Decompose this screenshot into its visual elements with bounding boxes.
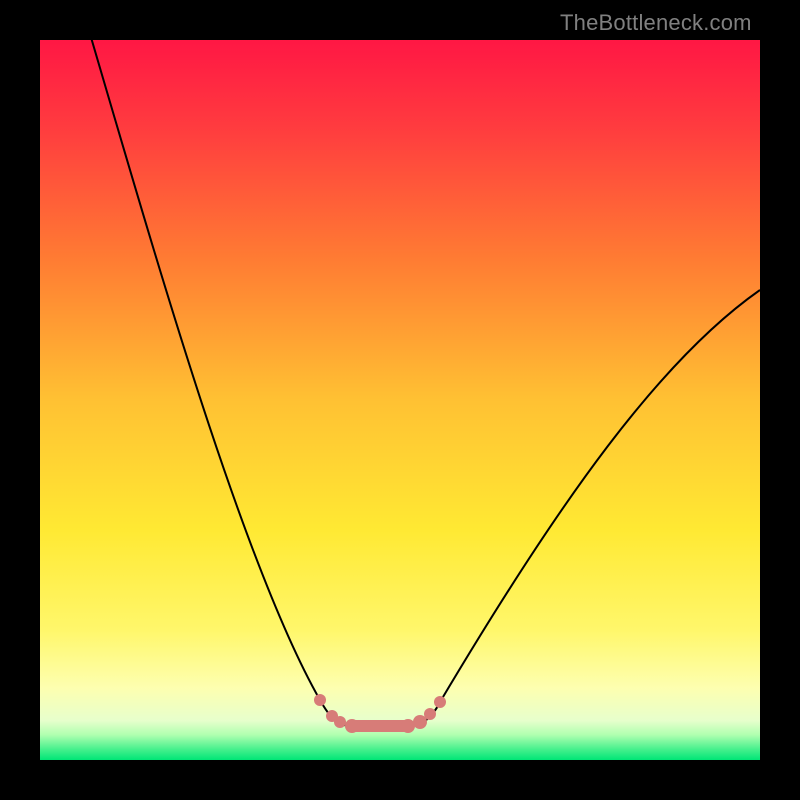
- chart-svg: [0, 0, 800, 800]
- valley-marker: [401, 719, 415, 733]
- valley-marker: [434, 696, 446, 708]
- gradient-background: [40, 40, 760, 760]
- chart-container: { "type": "line-over-gradient", "canvas"…: [0, 0, 800, 800]
- watermark-text: TheBottleneck.com: [560, 10, 752, 36]
- valley-marker: [334, 716, 346, 728]
- valley-marker: [345, 719, 359, 733]
- valley-marker: [424, 708, 436, 720]
- valley-marker: [314, 694, 326, 706]
